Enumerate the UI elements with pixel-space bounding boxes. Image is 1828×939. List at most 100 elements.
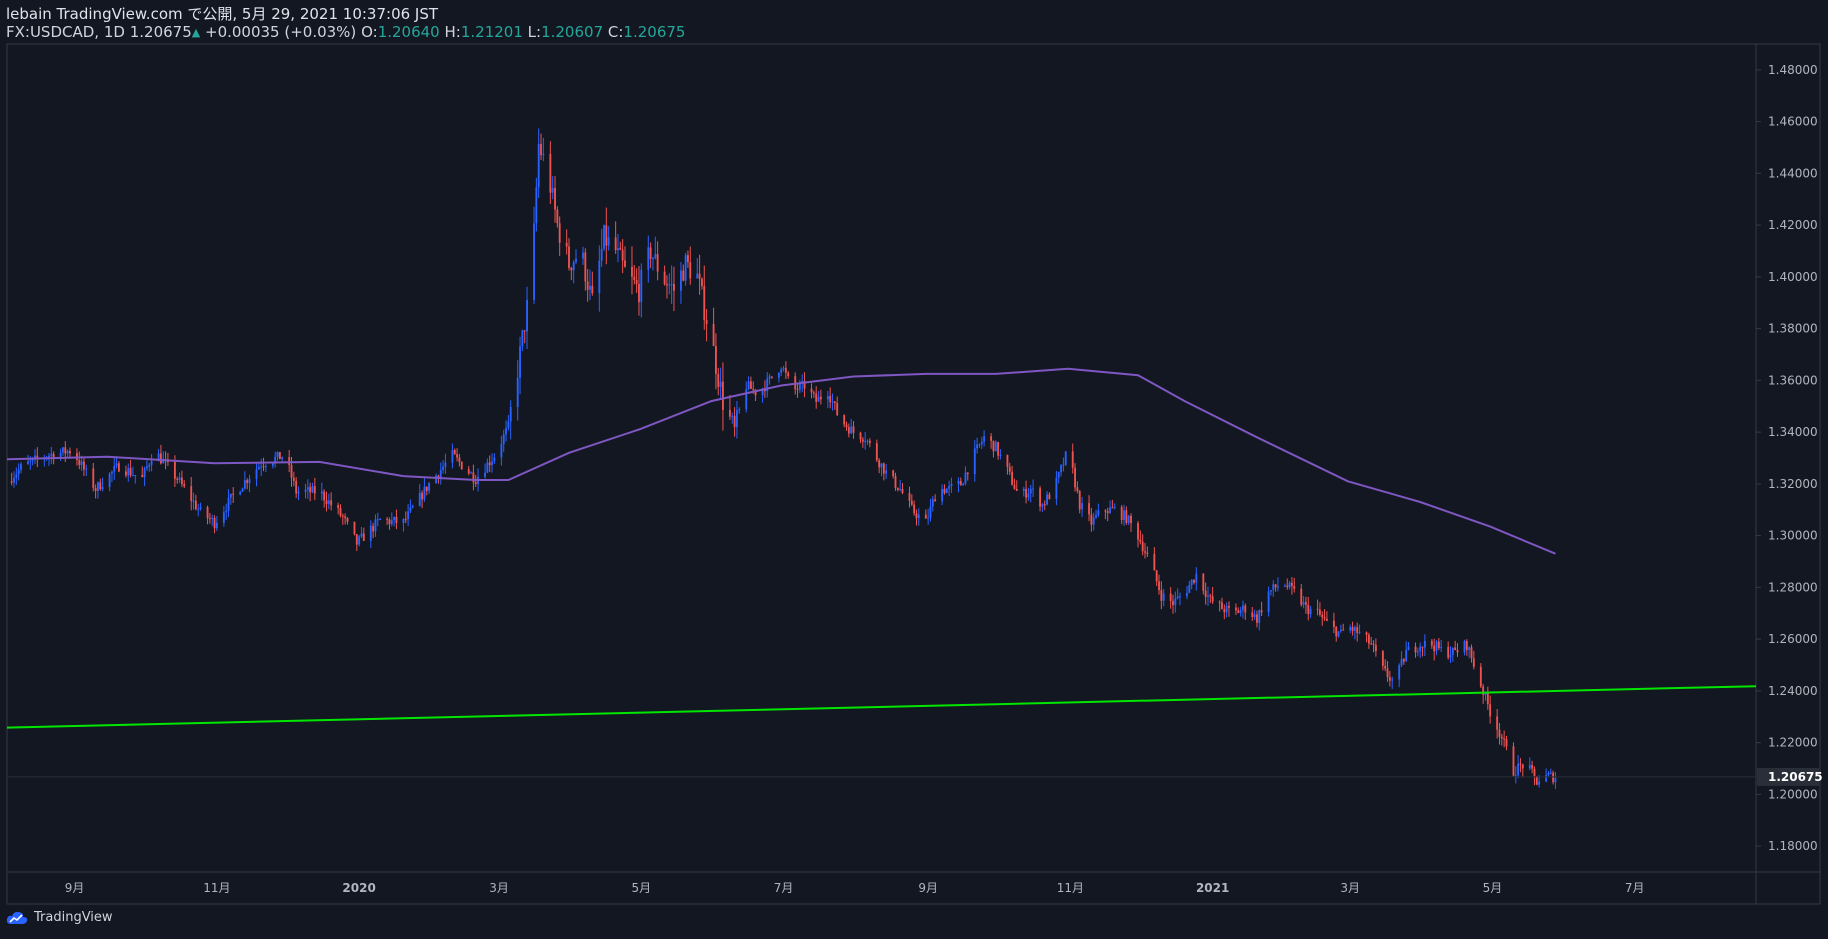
candle-body <box>362 533 365 541</box>
candle-body <box>1309 608 1312 615</box>
candle-body <box>1349 627 1352 631</box>
candle-body <box>598 260 601 294</box>
candle-body <box>787 372 790 377</box>
candle-body <box>180 477 183 485</box>
candle-body <box>1188 584 1191 593</box>
candle-body <box>111 471 113 474</box>
candle-body <box>638 283 640 303</box>
y-tick-label: 1.18000 <box>1768 839 1818 853</box>
ohlc-legend: FX:USDCAD, 1D 1.20675▲ +0.00035 (+0.03%)… <box>6 23 685 42</box>
candle-body <box>1505 738 1508 747</box>
candle-body <box>647 247 650 270</box>
candle-body <box>227 497 230 511</box>
candle-body <box>551 187 554 193</box>
y-tick-label: 1.36000 <box>1768 373 1818 387</box>
candle-body <box>1202 573 1205 591</box>
candle-body <box>1207 595 1209 597</box>
candle-body <box>460 461 463 470</box>
candle-body <box>1025 488 1028 498</box>
candle-body <box>738 409 741 411</box>
candle-body <box>369 525 372 541</box>
candle-body <box>1554 778 1557 783</box>
candle-body <box>1468 647 1471 650</box>
candle-body <box>99 482 102 490</box>
candle-body <box>500 444 503 458</box>
candle-body <box>1008 466 1011 472</box>
candle-body <box>1500 736 1503 739</box>
candle-body <box>1074 467 1076 488</box>
candle-body <box>257 466 260 470</box>
candle-body <box>108 473 111 487</box>
candle-body <box>1057 472 1060 478</box>
candle-body <box>1304 602 1307 605</box>
candle-body <box>1514 775 1517 777</box>
candle-body <box>1535 776 1538 785</box>
candle-body <box>959 481 962 486</box>
candle-body <box>1174 598 1177 605</box>
ohlc-open: O:1.20640 <box>361 23 440 41</box>
candle-body <box>346 518 349 522</box>
x-tick-label: 7月 <box>774 881 794 895</box>
candle-body <box>1022 488 1025 491</box>
candle-body <box>388 519 391 525</box>
candle-body <box>1552 772 1555 783</box>
candle-body <box>274 456 277 464</box>
candle-body <box>341 515 344 517</box>
tradingview-logo[interactable]: TradingView <box>6 910 113 925</box>
candle-body <box>941 488 944 502</box>
candle-body <box>1342 629 1345 631</box>
candle-body <box>358 536 361 545</box>
last-price: 1.20675 <box>129 23 192 41</box>
candle-body <box>1463 641 1466 653</box>
candle-body <box>1421 646 1424 648</box>
candle-body <box>194 500 197 510</box>
candle-body <box>542 153 545 156</box>
x-tick-label: 3月 <box>489 881 509 895</box>
candle-body <box>339 507 342 516</box>
candle-body <box>833 401 836 403</box>
candle-body <box>1106 511 1109 514</box>
chart-frame <box>6 43 1821 905</box>
candle-body <box>1391 679 1394 681</box>
candle-body <box>1486 692 1489 705</box>
candle-body <box>649 247 652 259</box>
candle-body <box>129 468 132 476</box>
candle-body <box>1027 493 1030 498</box>
candle-body <box>847 427 850 434</box>
y-tick-label: 1.20000 <box>1768 787 1818 801</box>
candle-body <box>523 330 526 332</box>
y-tick-label: 1.26000 <box>1768 632 1818 646</box>
candle-body <box>670 284 673 286</box>
candle-body <box>1521 764 1524 769</box>
candle-body <box>1479 666 1482 687</box>
candle-body <box>570 267 573 271</box>
publish-line: lebain TradingView.com で公開, 5月 29, 2021 … <box>6 5 438 23</box>
candle-body <box>836 402 839 416</box>
candle-body <box>535 187 538 224</box>
candle-body <box>13 478 15 483</box>
candle-body <box>845 424 848 428</box>
candle-body <box>910 500 913 505</box>
candle-body <box>819 396 822 400</box>
candle-body <box>199 507 202 510</box>
candle-body <box>309 487 312 493</box>
candle-body <box>999 454 1002 456</box>
candle-body <box>148 464 151 467</box>
candle-body <box>1137 523 1139 540</box>
candle-body <box>66 451 69 454</box>
candle-body <box>1179 596 1181 598</box>
candle-body <box>246 480 249 483</box>
candle-body <box>34 455 36 459</box>
candle-body <box>962 483 965 486</box>
candle-body <box>866 440 869 442</box>
candle-body <box>1260 610 1263 613</box>
candle-body <box>1302 602 1305 605</box>
candle-body <box>1358 632 1361 634</box>
candle-body <box>243 480 246 489</box>
candle-body <box>754 389 757 396</box>
candle-body <box>1060 465 1062 473</box>
candle-body <box>1316 608 1319 610</box>
candle-body <box>472 472 475 483</box>
candle-body <box>728 409 731 417</box>
